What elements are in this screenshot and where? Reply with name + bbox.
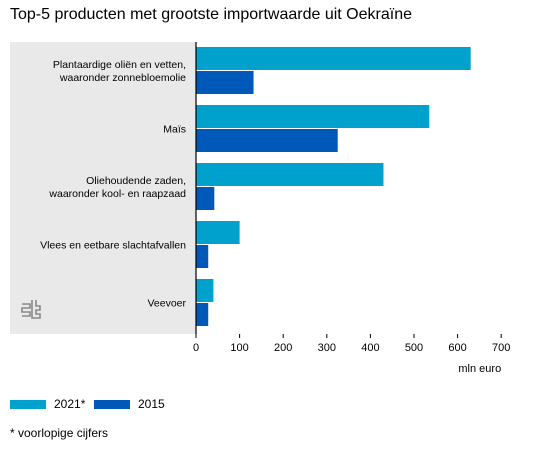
legend-item-2021: 2021*	[10, 397, 85, 411]
x-tick-label: 700	[492, 342, 510, 354]
bar-2015-4	[196, 303, 209, 326]
cbs-logo-icon	[21, 300, 41, 319]
legend-item-2015: 2015	[94, 397, 165, 411]
bar-2021-2	[196, 163, 384, 186]
category-label-line: Vlees en eetbare slachtafvallen	[40, 240, 186, 252]
x-tick-label: 300	[318, 342, 336, 354]
category-label-line: Maïs	[163, 124, 186, 136]
x-tick-label: 200	[274, 342, 292, 354]
category-label-line: Plantaardige oliën en vetten,	[53, 59, 186, 71]
bar-2015-0	[196, 71, 254, 94]
x-tick-label: 0	[193, 342, 199, 354]
bar-chart: Plantaardige oliën en vetten, waaronder z…	[10, 42, 510, 375]
legend-label-2021: 2021*	[54, 397, 86, 411]
category-label-line: waaronder zonnebloemolie	[59, 72, 186, 84]
category-label-line: Oliehoudende zaden,	[86, 175, 186, 187]
category-label: Plantaardige oliën en vetten, waaronder z…	[53, 59, 186, 84]
category-label: Oliehoudende zaden, waaronder kool- en ra…	[48, 175, 186, 200]
bar-2015-3	[196, 245, 209, 268]
bar-2021-3	[196, 221, 240, 244]
x-tick-label: 600	[448, 342, 466, 354]
label-panel	[10, 42, 196, 334]
bar-2021-4	[196, 279, 214, 302]
legend-label-2015: 2015	[138, 397, 165, 411]
category-label: Veevoer	[147, 298, 186, 310]
category-label-line: Veevoer	[147, 298, 186, 310]
category-label-line: waaronder kool- en raapzaad	[48, 188, 186, 200]
bar-2021-1	[196, 105, 430, 128]
category-label: Vlees en eetbare slachtafvallen	[40, 240, 186, 252]
footnote: * voorlopige cijfers	[10, 426, 109, 440]
x-axis-label: mln euro	[458, 363, 501, 375]
x-tick-label: 400	[361, 342, 379, 354]
legend-swatch-2015	[94, 399, 130, 409]
category-label: Maïs	[163, 124, 186, 136]
bar-2021-0	[196, 47, 471, 70]
bar-2015-1	[196, 129, 338, 152]
bar-2015-2	[196, 187, 215, 210]
x-tick-label: 500	[405, 342, 423, 354]
legend-swatch-2021	[10, 399, 46, 409]
x-tick-label: 100	[230, 342, 248, 354]
chart-title: Top-5 producten met grootste importwaard…	[10, 6, 412, 23]
